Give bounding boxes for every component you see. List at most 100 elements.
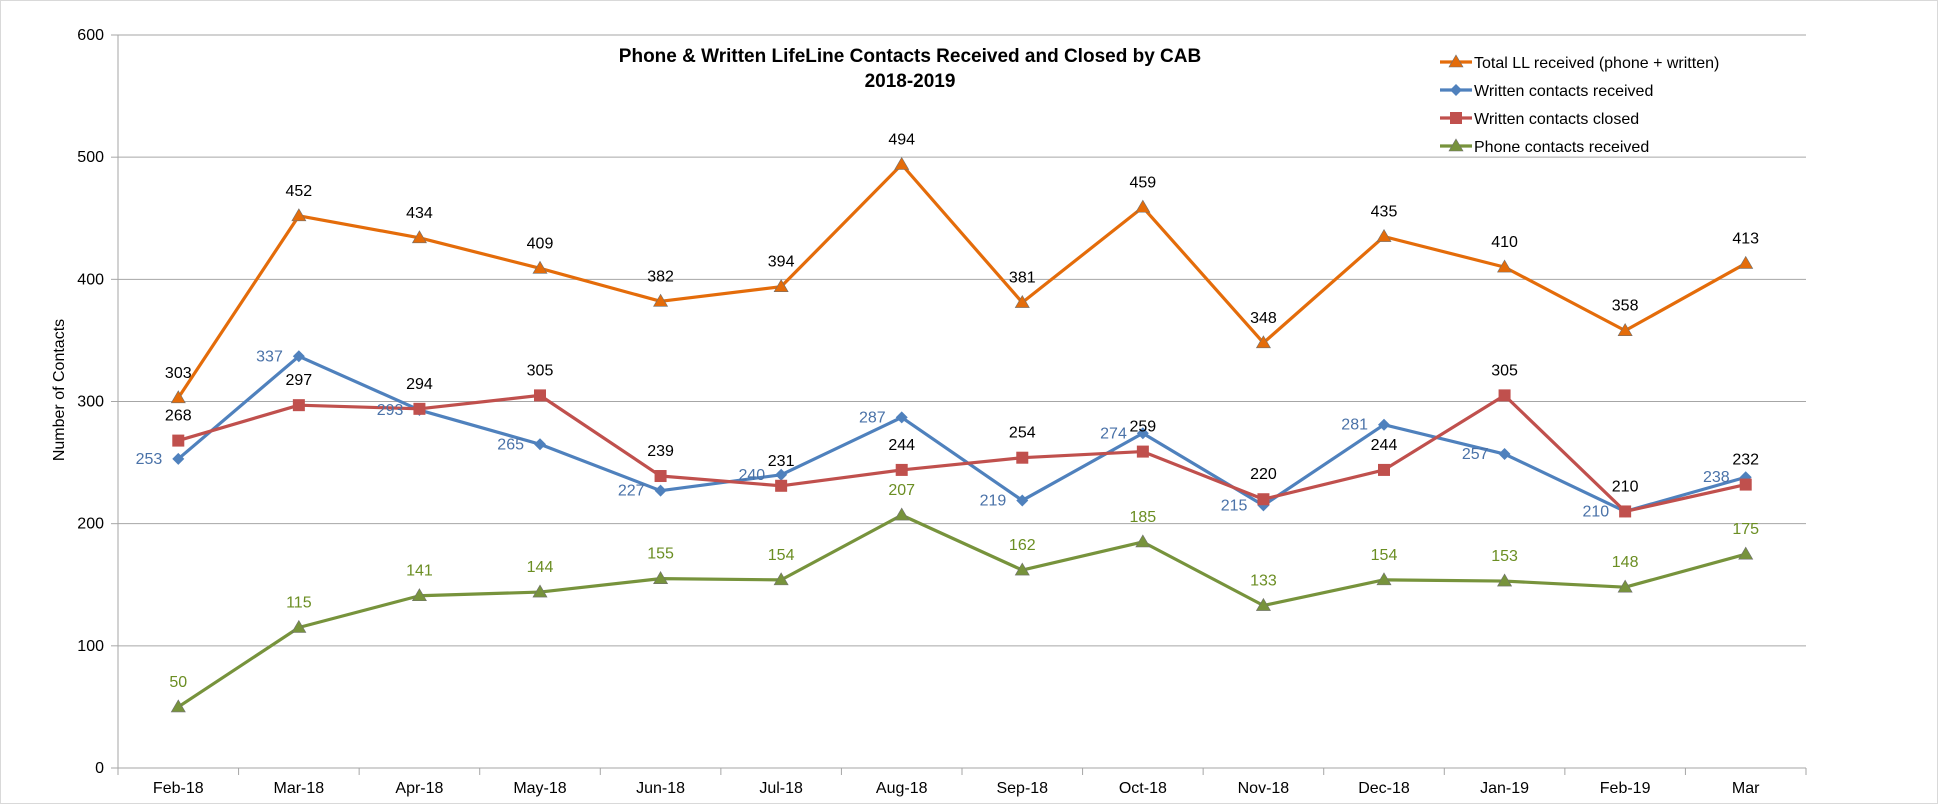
square-point — [1498, 389, 1511, 402]
y-tick-label: 0 — [95, 760, 104, 777]
triangle-point — [291, 619, 307, 633]
y-tick-label: 600 — [77, 27, 104, 44]
data-label: 154 — [1371, 547, 1398, 564]
diamond-point — [1136, 427, 1149, 440]
triangle-point — [1255, 597, 1271, 611]
triangle-point — [1497, 259, 1513, 273]
square-point — [292, 399, 305, 412]
diamond-point — [1450, 84, 1462, 96]
data-label: 210 — [1612, 478, 1639, 495]
data-label: 162 — [1009, 537, 1036, 554]
x-tick-label: Feb-18 — [153, 780, 204, 797]
data-label: 244 — [1371, 437, 1398, 454]
data-label: 115 — [286, 595, 312, 612]
y-tick-label: 200 — [77, 516, 104, 533]
triangle-point — [1448, 54, 1464, 68]
triangle-point — [894, 507, 910, 521]
legend-entry: Written contacts received — [1440, 83, 1653, 100]
data-label: 274 — [1100, 425, 1127, 442]
x-tick-label: Dec-18 — [1358, 780, 1410, 797]
data-label: 409 — [527, 235, 554, 252]
data-label: 154 — [768, 547, 795, 564]
x-tick-label: Oct-18 — [1119, 780, 1167, 797]
data-label: 297 — [286, 372, 313, 389]
diamond-point — [775, 468, 788, 481]
square-point — [1257, 493, 1270, 506]
series-line — [177, 513, 1747, 709]
data-label: 219 — [980, 492, 1007, 509]
triangle-point — [1617, 579, 1633, 593]
series-1 — [170, 156, 1754, 404]
diamond-point — [1498, 448, 1511, 461]
triangle-point — [411, 230, 427, 244]
data-label: 253 — [136, 451, 163, 468]
diamond-point — [1016, 494, 1029, 507]
legend: Total LL received (phone + written) Writt… — [1440, 54, 1719, 156]
y-tick-label: 500 — [77, 149, 104, 166]
triangle-point — [1135, 199, 1151, 213]
data-label: 238 — [1703, 469, 1730, 486]
diamond-point — [172, 452, 185, 465]
data-label: 220 — [1250, 466, 1277, 483]
data-label: 394 — [768, 254, 795, 271]
x-tick-label: Mar-18 — [274, 780, 325, 797]
series-3 — [172, 389, 1752, 518]
data-label: 50 — [169, 674, 187, 691]
triangle-point — [532, 584, 548, 598]
data-label: 239 — [647, 443, 674, 460]
chart-title: Phone & Written LifeLine Contacts Receiv… — [619, 46, 1201, 67]
x-tick-label: Jan-19 — [1480, 780, 1529, 797]
x-tick-label: Nov-18 — [1238, 780, 1290, 797]
x-tick-label: May-18 — [513, 780, 566, 797]
square-point — [172, 434, 185, 447]
y-tick-label: 100 — [77, 638, 104, 655]
series-line — [177, 354, 1747, 514]
square-point — [1619, 505, 1632, 518]
square-point — [1016, 451, 1029, 464]
series-4 — [170, 507, 1754, 713]
legend-label: Phone contacts received — [1474, 139, 1649, 156]
data-label: 207 — [888, 482, 915, 499]
triangle-point — [1255, 335, 1271, 349]
series-line — [177, 393, 1747, 514]
data-label: 287 — [859, 409, 886, 426]
x-tick-label: Mar — [1732, 780, 1760, 797]
data-label: 305 — [1491, 362, 1518, 379]
legend-entry: Written contacts closed — [1440, 111, 1639, 128]
legend-label: Written contacts received — [1474, 83, 1653, 100]
legend-entry: Phone contacts received — [1440, 138, 1649, 156]
triangle-point — [773, 572, 789, 586]
data-label: 435 — [1371, 204, 1398, 221]
data-label: 240 — [738, 467, 765, 484]
y-tick-label: 400 — [77, 271, 104, 288]
data-label: 257 — [1462, 446, 1489, 463]
triangle-point — [1135, 534, 1151, 548]
square-point — [775, 479, 788, 492]
legend-label: Total LL received (phone + written) — [1474, 55, 1719, 72]
data-label: 265 — [497, 436, 524, 453]
data-label: 155 — [647, 546, 674, 563]
square-point — [1739, 478, 1752, 491]
data-label: 254 — [1009, 425, 1036, 442]
data-label: 459 — [1130, 174, 1157, 191]
square-point — [895, 463, 908, 476]
legend-entry: Total LL received (phone + written) — [1440, 54, 1719, 72]
triangle-point — [1738, 255, 1754, 269]
triangle-point — [653, 571, 669, 584]
series-line — [176, 162, 1747, 399]
triangle-point — [1497, 573, 1513, 587]
data-label: 144 — [527, 559, 554, 576]
diamond-point — [292, 350, 305, 363]
data-label: 231 — [768, 453, 795, 470]
triangle-point — [1738, 546, 1754, 560]
data-label: 281 — [1341, 417, 1368, 434]
legend-label: Written contacts closed — [1474, 111, 1639, 128]
x-tick-label: Jul-18 — [759, 780, 803, 797]
triangle-point — [1014, 294, 1030, 308]
x-tick-label: Feb-19 — [1600, 780, 1651, 797]
square-point — [413, 402, 426, 415]
data-label: 293 — [377, 402, 404, 419]
data-label: 148 — [1612, 554, 1639, 571]
